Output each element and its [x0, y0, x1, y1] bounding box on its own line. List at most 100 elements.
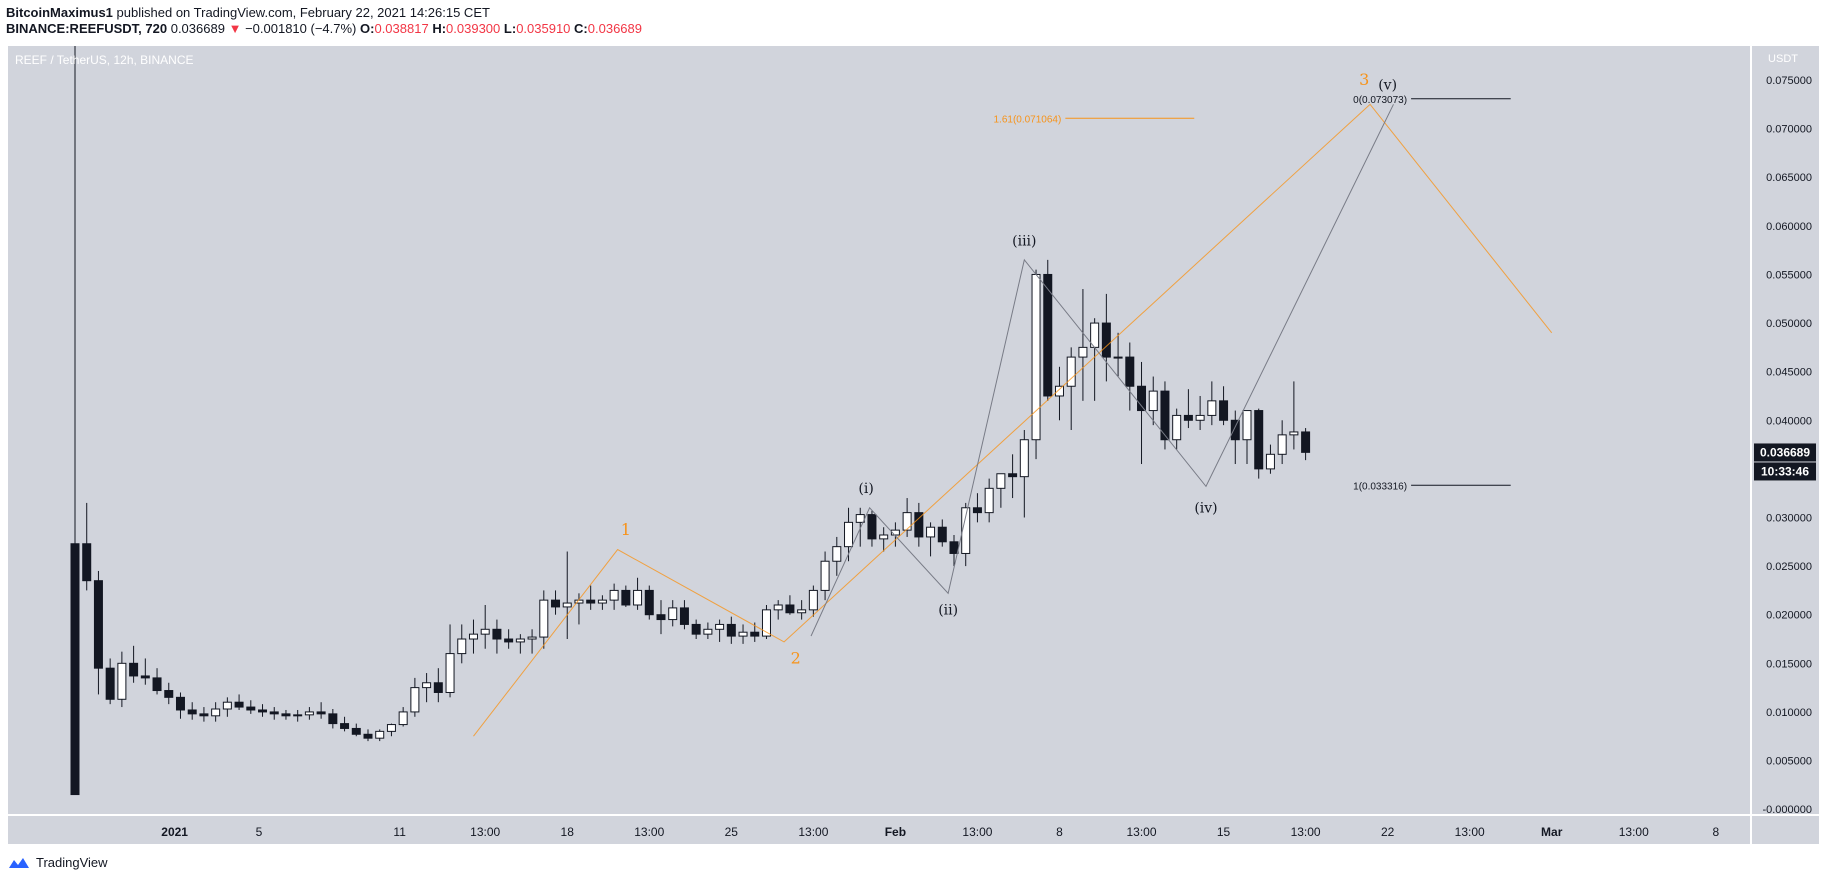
candle	[93, 580, 103, 669]
candle	[258, 709, 268, 713]
candle	[304, 711, 314, 716]
candle	[679, 607, 689, 625]
candle	[515, 638, 525, 643]
footer-brand[interactable]: TradingView	[8, 855, 108, 870]
candle	[1113, 356, 1123, 359]
chart-pane[interactable]	[8, 46, 1750, 814]
candle	[902, 512, 912, 531]
candle	[117, 662, 127, 700]
x-tick-label: 13:00	[634, 825, 664, 839]
candle	[668, 607, 678, 621]
x-tick-label: 13:00	[1291, 825, 1321, 839]
price-axis[interactable]	[1752, 46, 1819, 814]
candle	[926, 526, 936, 538]
candle	[597, 599, 607, 604]
x-tick-label: 8	[1712, 825, 1719, 839]
candle	[246, 706, 256, 711]
candle	[457, 638, 467, 655]
y-tick-label: 0.045000	[1766, 367, 1812, 379]
candle	[175, 696, 185, 711]
candle	[738, 631, 748, 637]
y-tick-label: -0.000000	[1762, 804, 1812, 816]
publish-info: BitcoinMaximus1 published on TradingView…	[6, 5, 490, 20]
wave-label: (ii)	[938, 603, 958, 619]
candle	[621, 589, 631, 606]
candle	[328, 713, 338, 725]
y-tick-label: 0.010000	[1766, 707, 1812, 719]
candle	[691, 623, 701, 635]
author-name[interactable]: BitcoinMaximus1	[6, 5, 113, 20]
candle	[1054, 385, 1064, 397]
candle	[152, 677, 162, 692]
fib-level-label: 1.61(0.071064)	[993, 114, 1061, 125]
x-tick-label: 13:00	[1127, 825, 1157, 839]
candle	[1277, 434, 1287, 455]
symbol-info: BINANCE:REEFUSDT, 720 0.036689 ▼ −0.0018…	[6, 21, 642, 36]
x-tick-label: 25	[725, 825, 739, 839]
candle	[773, 604, 783, 611]
x-tick-label: 8	[1056, 825, 1063, 839]
candle	[1008, 473, 1018, 478]
candle	[750, 631, 760, 637]
candle	[1195, 414, 1205, 421]
y-tick-label: 0.070000	[1766, 124, 1812, 136]
y-tick-label: 0.055000	[1766, 269, 1812, 281]
y-tick-label: 0.075000	[1766, 75, 1812, 87]
symbol-line: BINANCE:REEFUSDT, 720	[6, 21, 168, 36]
candle	[1137, 385, 1147, 412]
open-value: 0.038817	[374, 21, 429, 36]
candle	[82, 543, 92, 582]
candle	[844, 521, 854, 548]
candle	[504, 638, 514, 643]
candle	[879, 534, 889, 540]
x-tick-label: Feb	[885, 825, 906, 839]
wave-label: (i)	[858, 481, 873, 497]
y-tick-label: 0.025000	[1766, 561, 1812, 573]
y-tick-label: 0.005000	[1766, 756, 1812, 768]
candle	[539, 599, 549, 638]
close-value: 0.036689	[587, 21, 642, 36]
price-badge-bg	[1754, 443, 1816, 462]
pane-title: REEF / TetherUS, 12h, BINANCE	[15, 53, 194, 67]
candle	[351, 727, 361, 735]
candle	[1148, 390, 1158, 412]
x-tick-label: 13:00	[470, 825, 500, 839]
candle	[422, 682, 432, 689]
candle	[410, 687, 420, 713]
candle	[1183, 414, 1193, 421]
candle	[972, 507, 982, 514]
x-tick-label: 5	[256, 825, 263, 839]
y-tick-label: 0.050000	[1766, 318, 1812, 330]
candle	[797, 609, 807, 614]
candle	[398, 711, 408, 726]
x-tick-label: 22	[1381, 825, 1395, 839]
x-tick-label: 13:00	[1619, 825, 1649, 839]
candle	[492, 628, 502, 640]
candle	[222, 701, 232, 710]
candle	[363, 733, 373, 739]
candle	[1207, 400, 1217, 416]
candle	[129, 662, 139, 677]
candle	[1230, 419, 1240, 441]
candle	[586, 599, 596, 604]
candle	[820, 560, 830, 591]
brand-name: TradingView	[36, 855, 108, 870]
x-tick-label: 13:00	[1455, 825, 1485, 839]
candle	[551, 599, 561, 608]
candle	[1031, 273, 1041, 441]
candle	[761, 609, 771, 637]
x-tick-label: 18	[561, 825, 575, 839]
candle	[832, 546, 842, 562]
candle	[890, 529, 900, 536]
candle	[316, 711, 326, 715]
time-axis[interactable]	[8, 816, 1750, 844]
candle	[281, 713, 291, 717]
wave-label: 2	[791, 648, 801, 667]
candle	[996, 473, 1006, 489]
wave-label: (iii)	[1012, 233, 1036, 249]
y-tick-label: 0.015000	[1766, 658, 1812, 670]
candle	[1289, 431, 1299, 436]
candle	[375, 730, 385, 739]
candle	[1019, 439, 1029, 478]
